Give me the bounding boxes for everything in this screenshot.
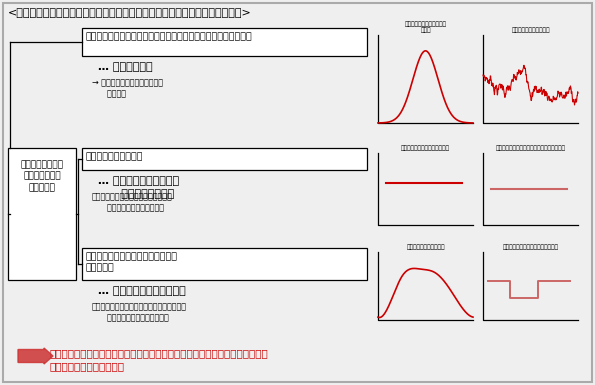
- Text: （太陽光の出力イメージ）: （太陽光の出力イメージ）: [405, 22, 446, 27]
- Bar: [82, 148, 367, 170]
- Text: … 太陽光、風力: … 太陽光、風力: [98, 62, 153, 72]
- Bar: [8, 148, 76, 280]
- Text: 需要等に応じた出力の調整が比較的
容易なもの: 需要等に応じた出力の調整が比較的 容易なもの: [86, 252, 178, 273]
- Text: （火力の出力イメージ）: （火力の出力イメージ）: [406, 244, 444, 250]
- Text: 晴天時: 晴天時: [420, 27, 431, 33]
- Text: → バックアップの火力発電設備
      が必要。: → バックアップの火力発電設備 が必要。: [92, 78, 163, 99]
- Text: 自然条件によらず
安定的な運用が
可能なもの: 自然条件によらず 安定的な運用が 可能なもの: [20, 160, 64, 192]
- Text: （風力の出力イメージ）: （風力の出力イメージ）: [511, 27, 550, 33]
- Bar: [82, 248, 367, 280]
- Text: （地熱・水力の出力イメージ）: （地熱・水力の出力イメージ）: [401, 146, 450, 151]
- FancyArrow shape: [18, 348, 53, 364]
- Text: （バイオガス、一般廃棄物の出力イメージ）: （バイオガス、一般廃棄物の出力イメージ）: [496, 146, 565, 151]
- Text: （注）一部の水力（調整池式・貯水池式）は
      一定程度の出力調整が可能。: （注）一部の水力（調整池式・貯水池式）は 一定程度の出力調整が可能。: [92, 302, 187, 323]
- Text: … 火力、バイオマスの一部: … 火力、バイオマスの一部: [98, 286, 186, 296]
- Text: （注）バイオマスは出力調整が容易な
      ものと困難なものがある。: （注）バイオマスは出力調整が容易な ものと困難なものがある。: [92, 192, 173, 213]
- Text: （木質バイオマスの出力イメージ）: （木質バイオマスの出力イメージ）: [503, 244, 559, 250]
- Bar: [82, 28, 367, 56]
- Text: 出力が概ね一定のもの: 出力が概ね一定のもの: [86, 152, 143, 161]
- Text: … 地熱、水力、原子力、
      バイオマスの一部: … 地熱、水力、原子力、 バイオマスの一部: [98, 176, 179, 199]
- Text: 自然条件によって出力が大きく変動するもの（自然変動再エネ）: 自然条件によって出力が大きく変動するもの（自然変動再エネ）: [86, 32, 253, 41]
- Text: 再生可能エネルギーを拡大する際に、他のどの電源を代替していくのが適切か
検討していくことが必要。: 再生可能エネルギーを拡大する際に、他のどの電源を代替していくのが適切か 検討して…: [50, 348, 269, 371]
- Text: <再生可能エネルギーの拡大を考える上で踏まえるべき各エネルギー源の特徴>: <再生可能エネルギーの拡大を考える上で踏まえるべき各エネルギー源の特徴>: [8, 8, 252, 18]
